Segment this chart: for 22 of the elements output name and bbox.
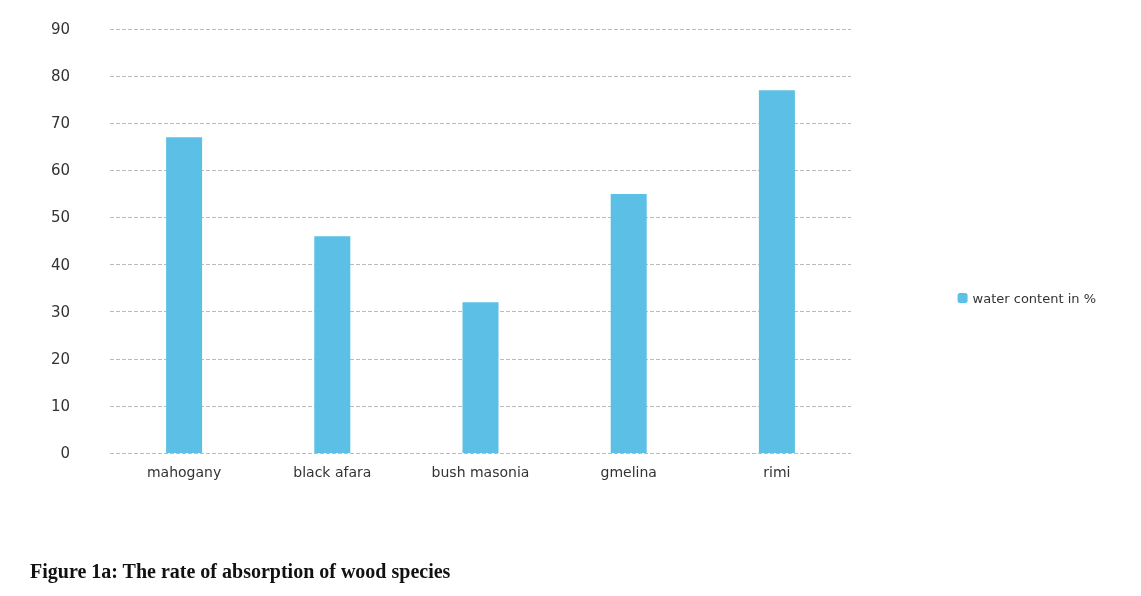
y-tick-label: 50 (50, 208, 70, 227)
y-tick-label: 90 (50, 20, 70, 38)
y-tick-label: 70 (50, 114, 70, 133)
y-tick-label: 30 (50, 302, 70, 321)
x-tick-label: black afara (293, 464, 372, 480)
y-tick-label: 80 (50, 67, 70, 86)
y-tick-label: 40 (50, 255, 70, 274)
x-tick-label: bush masonia (431, 464, 530, 480)
x-tick-label: rimi (763, 464, 791, 480)
x-tick-label: gmelina (600, 464, 657, 480)
y-tick-label: 0 (60, 444, 70, 462)
y-tick-label: 10 (50, 396, 70, 415)
y-tick-label: 60 (50, 161, 70, 180)
bar (314, 236, 351, 453)
text: Figure 1a: The rate of absorption of wood species (30, 560, 451, 583)
bar (758, 90, 795, 453)
bar (166, 137, 203, 453)
bar (462, 302, 499, 453)
y-tick-label: 20 (50, 349, 70, 368)
legend-label: water content in % (972, 290, 1097, 306)
x-tick-label: mahogany (146, 464, 222, 480)
bar (610, 193, 647, 453)
